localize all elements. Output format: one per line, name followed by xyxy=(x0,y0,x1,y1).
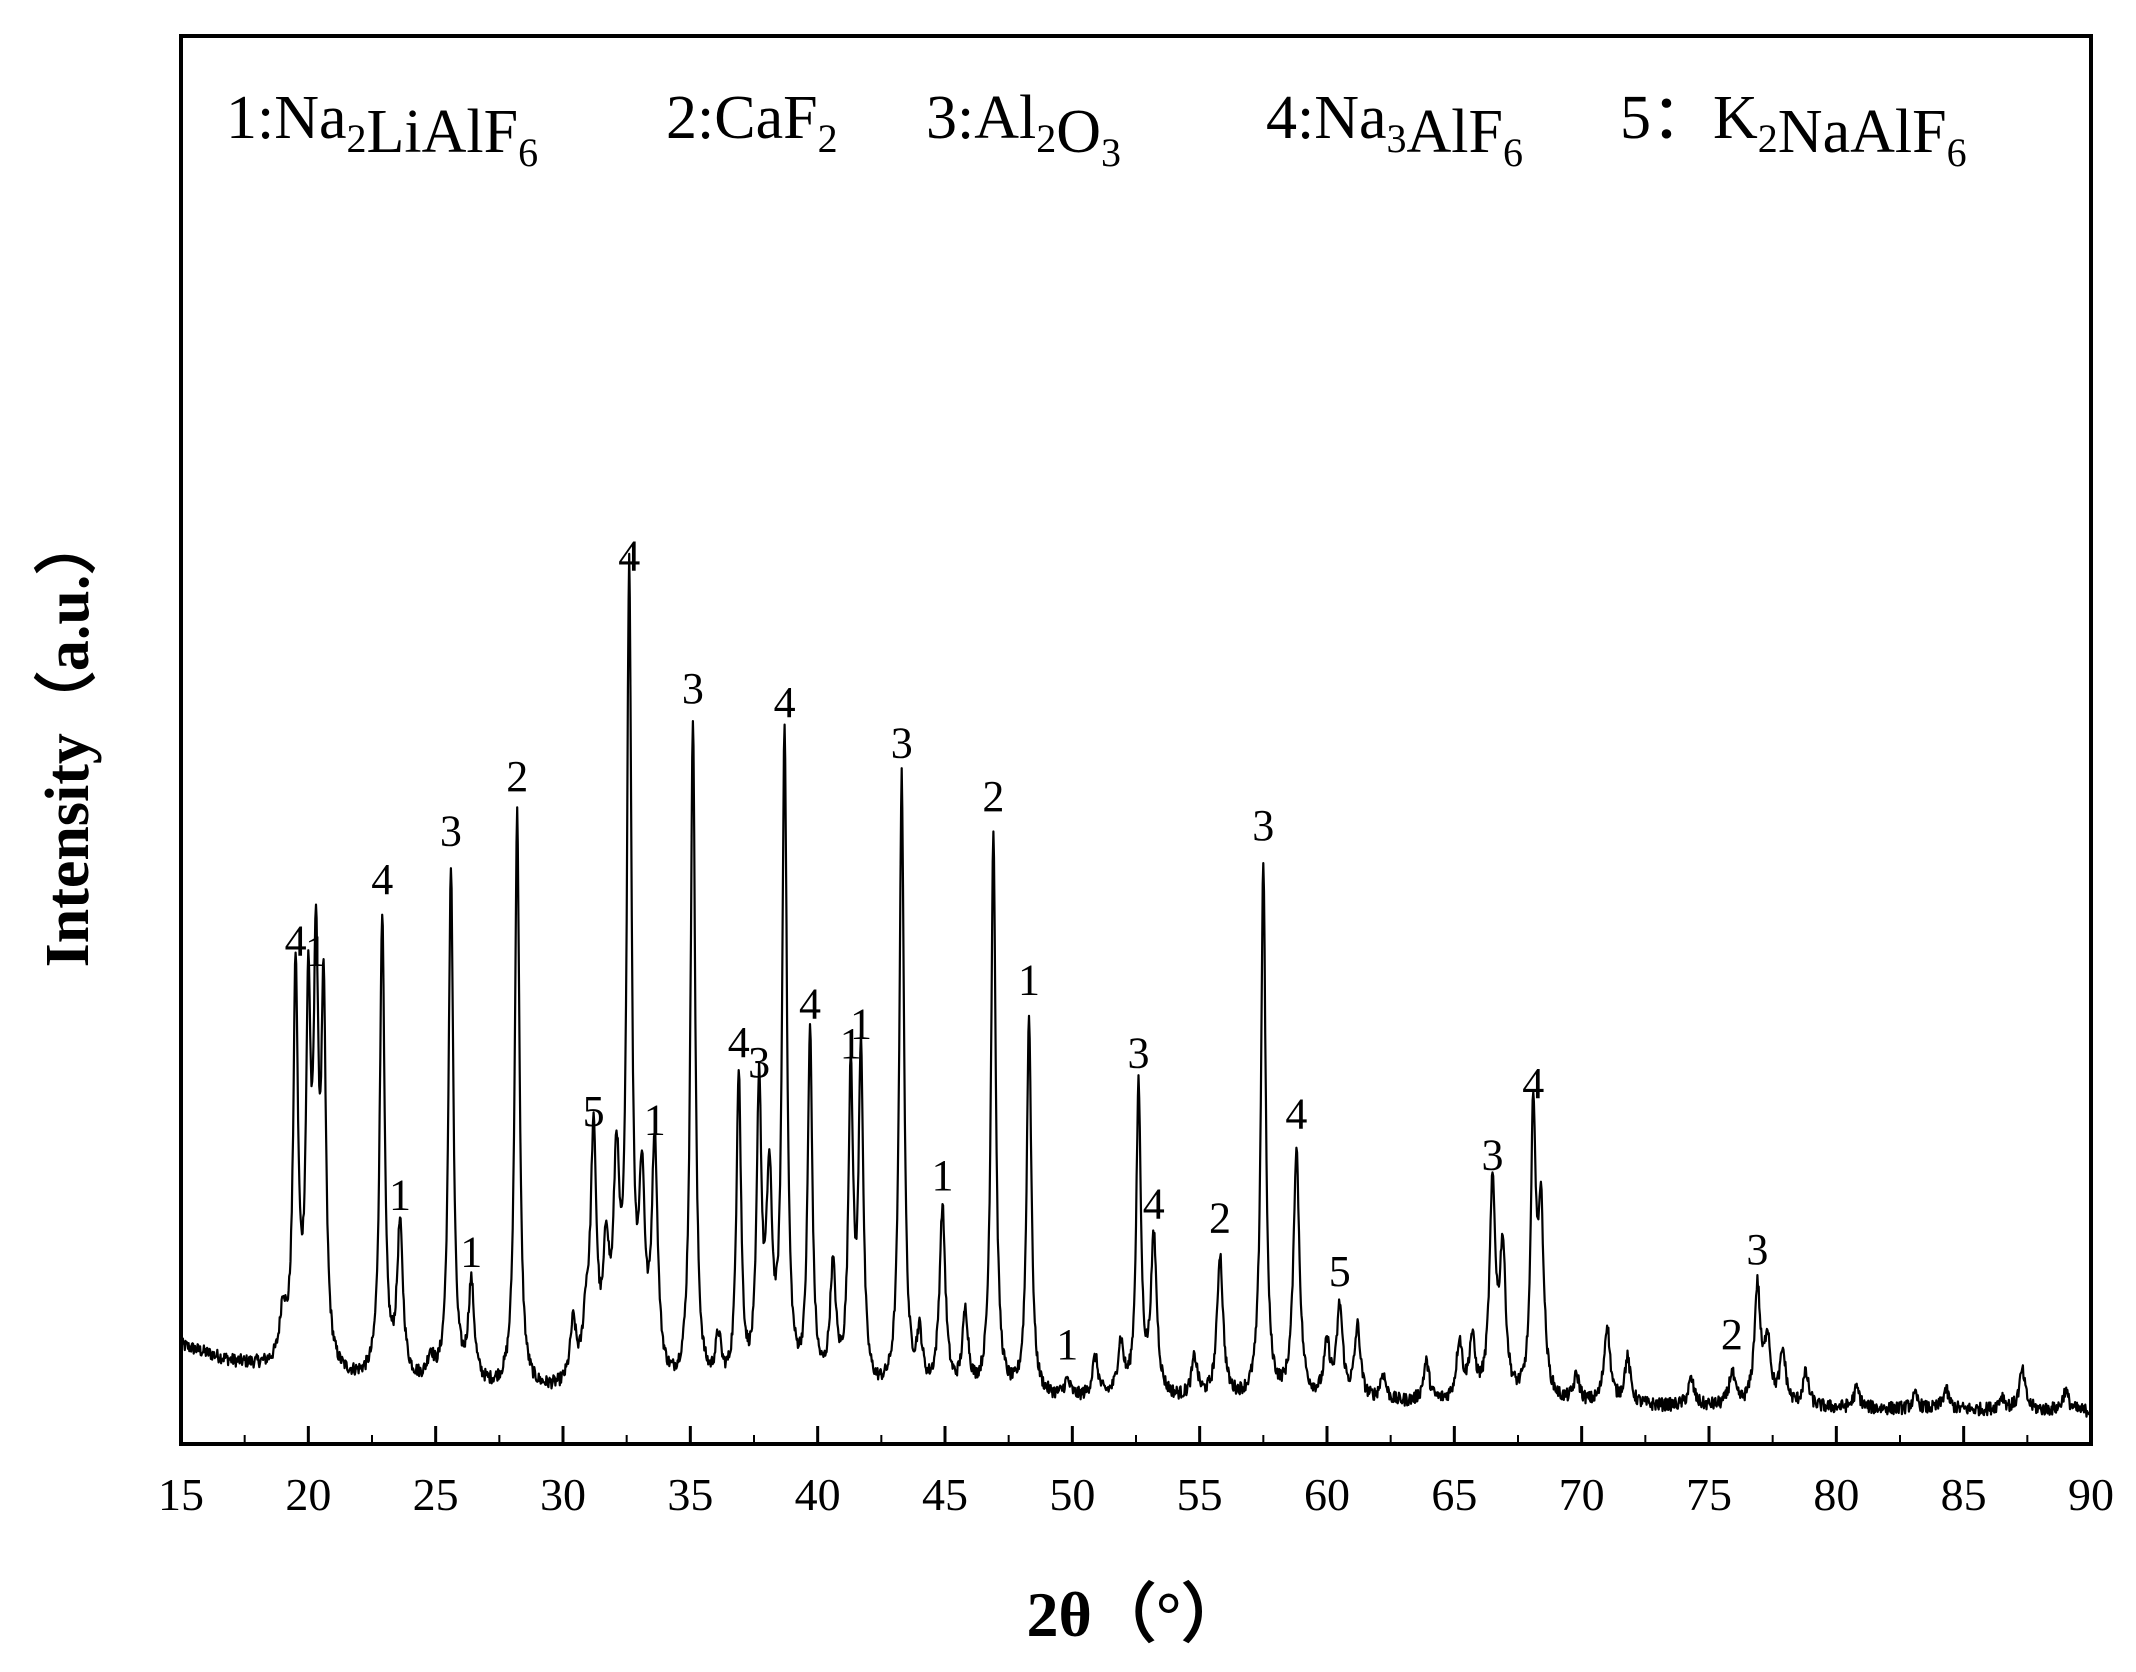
legend-formula-subscript: 2 xyxy=(347,116,367,161)
peak-label: 3 xyxy=(682,664,704,713)
peak-label: 4 xyxy=(799,980,821,1029)
legend-item: 4:Na3AlF6 xyxy=(1266,84,1523,175)
peak-label: 2 xyxy=(1209,1193,1231,1242)
x-tick-label: 65 xyxy=(1431,1469,1477,1520)
peak-label: 2 xyxy=(1721,1310,1743,1359)
legend-item: 3:Al2O3 xyxy=(926,84,1121,175)
legend-formula-subscript: 3 xyxy=(1387,116,1407,161)
legend-formula-subscript: 2 xyxy=(1036,116,1056,161)
x-tick-label: 25 xyxy=(413,1469,459,1520)
x-tick-label: 30 xyxy=(540,1469,586,1520)
x-axis: 15 20 25 30 35 40 45 50 55 60 65 70 75 80 85 90 xyxy=(158,1426,2114,1520)
legend-formula-part: Al xyxy=(974,84,1036,152)
peak-label: 3 xyxy=(440,807,462,856)
peak-label: 4 xyxy=(1522,1059,1544,1108)
legend-formula-part: CaF xyxy=(714,84,817,152)
legend-formula-part: Na xyxy=(274,84,346,152)
x-tick-label: 75 xyxy=(1686,1469,1732,1520)
legend-item: 2:CaF2 xyxy=(666,84,838,161)
legend-item: 5：K2NaAlF6 xyxy=(1620,84,1967,175)
peak-label: 1 xyxy=(840,1019,862,1068)
peak-label: 3 xyxy=(1746,1225,1768,1274)
peak-label: 3 xyxy=(1128,1029,1150,1078)
diffraction-pattern-line xyxy=(179,552,2093,1418)
legend-formula-part: K xyxy=(1713,84,1758,152)
peak-label: 4 xyxy=(728,1018,750,1067)
x-tick-label: 90 xyxy=(2068,1469,2114,1520)
peak-label: 1 xyxy=(1018,956,1040,1005)
x-tick-label: 20 xyxy=(285,1469,331,1520)
peak-label: 1 xyxy=(1056,1320,1078,1369)
peak-label: 4 xyxy=(618,531,640,580)
peak-label: 5 xyxy=(583,1087,605,1136)
peak-label: 3 xyxy=(748,1038,770,1087)
x-tick-label: 15 xyxy=(158,1469,204,1520)
x-tick-label: 35 xyxy=(667,1469,713,1520)
peak-label: 5 xyxy=(1329,1247,1351,1296)
peak-label: 3 xyxy=(1482,1131,1504,1180)
legend-item: 1:Na2LiAlF6 xyxy=(226,84,538,175)
peak-label: 4 xyxy=(774,678,796,727)
x-tick-label: 50 xyxy=(1049,1469,1095,1520)
x-tick-label: 40 xyxy=(795,1469,841,1520)
legend-formula-subscript: 3 xyxy=(1101,130,1121,175)
y-axis-title: Intensity（a.u.） xyxy=(32,513,102,968)
legend-formula-part: NaAlF xyxy=(1778,98,1947,166)
peak-label: 1 xyxy=(644,1095,666,1144)
legend-item-id: 4: xyxy=(1266,84,1314,152)
legend-formula-part: O xyxy=(1056,98,1101,166)
peak-label: 4 xyxy=(1143,1180,1165,1229)
legend-formula-subscript: 6 xyxy=(1503,130,1523,175)
legend-item-id: 3: xyxy=(926,84,974,152)
legend-item-id: 1: xyxy=(226,84,274,152)
x-tick-label: 60 xyxy=(1304,1469,1350,1520)
peak-label: 1 xyxy=(389,1170,411,1219)
legend-formula-subscript: 2 xyxy=(818,116,838,161)
x-tick-label: 70 xyxy=(1559,1469,1605,1520)
peak-label: 4 xyxy=(371,855,393,904)
peak-label: 2 xyxy=(982,772,1004,821)
x-tick-label: 45 xyxy=(922,1469,968,1520)
legend-formula-subscript: 6 xyxy=(518,130,538,175)
peak-label: 1 xyxy=(932,1151,954,1200)
legend-formula-subscript: 6 xyxy=(1947,130,1967,175)
x-tick-label: 85 xyxy=(1941,1469,1987,1520)
peak-label: 1 xyxy=(850,1000,872,1049)
peak-label: 4 xyxy=(1285,1089,1307,1138)
x-tick-label: 55 xyxy=(1177,1469,1223,1520)
peak-label: 1 xyxy=(305,927,327,976)
peak-label: 2 xyxy=(506,752,528,801)
peak-label: 3 xyxy=(1252,801,1274,850)
peak-label: 1 xyxy=(460,1227,482,1276)
legend-formula-part: AlF xyxy=(1407,98,1503,166)
legend-formula-subscript: 2 xyxy=(1758,116,1778,161)
peak-label: 4 xyxy=(285,916,307,965)
x-tick-label: 80 xyxy=(1813,1469,1859,1520)
peak-label: 3 xyxy=(891,719,913,768)
x-axis-title: 2θ（°） xyxy=(1027,1579,1246,1650)
legend-formula-part: Na xyxy=(1314,84,1386,152)
legend-item-id: 5： xyxy=(1620,84,1713,152)
legend-formula-part: LiAlF xyxy=(367,98,519,166)
legend-item-id: 2: xyxy=(666,84,714,152)
